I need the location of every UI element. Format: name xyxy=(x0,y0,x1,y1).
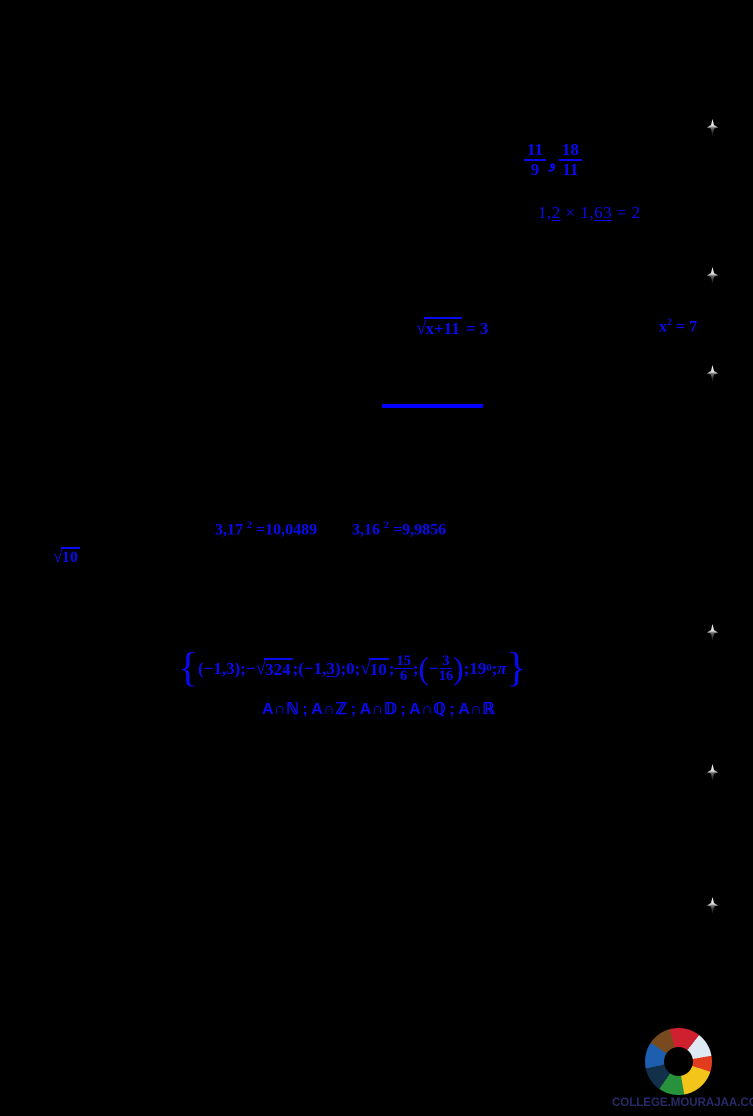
radical-sign: √ xyxy=(416,318,427,339)
denominator: 11 xyxy=(562,159,579,179)
exponent: 2 xyxy=(247,520,252,531)
text-fragment: × 1, xyxy=(560,203,595,222)
fraction-11-9: 11 9 xyxy=(524,141,547,179)
set-intersections-line: A∩ℕ; A∩ℤ; A∩𝔻; A∩ℚ; A∩ℝ xyxy=(262,699,495,719)
right-brace: } xyxy=(506,645,527,691)
text-fragment: 1, xyxy=(538,203,552,222)
sparkle-anchor-icon xyxy=(706,365,719,382)
denominator: 16 xyxy=(438,668,454,685)
radicand: 10 xyxy=(60,547,80,566)
variable: x xyxy=(659,318,667,336)
result-value: =10,0489 xyxy=(251,521,318,539)
exponent: 0 xyxy=(486,663,492,675)
exponent: 2 xyxy=(667,317,672,328)
exponent: 2 xyxy=(384,520,389,531)
sparkle-anchor-icon xyxy=(706,624,719,641)
set-fragment: ; xyxy=(388,658,395,678)
radicand: 324 xyxy=(264,657,293,679)
numerator: 3 xyxy=(440,652,452,670)
result-value: =9,9856 xyxy=(388,521,447,539)
sqrt-ten: √10 xyxy=(53,546,80,567)
sparkle-anchor-icon xyxy=(706,897,719,914)
set-fragment: ;19 xyxy=(463,658,487,678)
fraction-pair-equation: 11 9 و 18 11 xyxy=(524,141,582,179)
numerator: 15 xyxy=(394,652,413,670)
equation-rhs: = 7 xyxy=(671,318,698,336)
radical-sign: √ xyxy=(255,657,267,679)
separator: ; xyxy=(302,701,309,718)
left-paren: ( xyxy=(418,650,430,686)
radicand: 10 xyxy=(368,657,389,679)
sparkle-anchor-icon xyxy=(706,119,719,136)
pi-symbol: π xyxy=(497,658,507,678)
text-fragment: = 2 xyxy=(612,203,641,222)
radical-sign: √ xyxy=(360,657,371,679)
intersection-term: A∩ℚ xyxy=(409,701,447,718)
fraction-15-6: 15 6 xyxy=(394,652,413,685)
fraction-3-16: 3 16 xyxy=(438,652,454,685)
separator: ; xyxy=(350,701,357,718)
denominator: 9 xyxy=(530,159,540,179)
logo-ring-hole xyxy=(664,1047,693,1076)
intersection-term: A∩ℤ xyxy=(311,701,348,718)
decimal-product-equation: 1,2 × 1,63 = 2 xyxy=(538,203,641,223)
section-divider-line xyxy=(382,404,483,408)
underlined-digit: 3 xyxy=(326,658,335,678)
separator: ; xyxy=(400,701,407,718)
underlined-digits: 63 xyxy=(594,203,613,222)
logo-subject-ring xyxy=(645,1028,712,1095)
set-fragment: (−1,3);− xyxy=(198,658,256,678)
square-approximation-1: 3,17 2 =10,0489 xyxy=(215,520,317,539)
minus-sign: − xyxy=(429,658,439,678)
intersection-term: A∩𝔻 xyxy=(359,701,398,718)
radical-equation: √x+11 = 3 xyxy=(416,317,489,340)
base-value: 3,17 xyxy=(215,521,243,539)
number-set: { (−1,3);− √ 324 ;(−1, 3);0; √ 10; 15 6 ;(− 3 … xyxy=(178,645,527,691)
square-equation: x2 = 7 xyxy=(659,317,697,336)
intersection-term: A∩ℕ xyxy=(262,701,300,718)
logo-caption: COLLEGE.MOURAJAA.COM xyxy=(612,1097,753,1109)
intersection-term: A∩ℝ xyxy=(458,701,496,718)
underlined-digit: 2 xyxy=(551,203,561,222)
arabic-and-separator: و xyxy=(549,157,556,173)
base-value: 3,16 xyxy=(352,521,380,539)
numerator: 11 xyxy=(524,141,547,161)
radicand: x+11 xyxy=(424,317,462,338)
numerator: 18 xyxy=(558,141,582,161)
equation-rhs: = 3 xyxy=(461,319,489,338)
left-brace: { xyxy=(178,645,198,691)
denominator: 6 xyxy=(400,668,408,685)
set-fragment: ; xyxy=(491,658,498,678)
sparkle-anchor-icon xyxy=(706,267,719,284)
right-paren: ) xyxy=(453,650,464,686)
set-fragment: ;(−1, xyxy=(292,658,327,678)
set-fragment: );0; xyxy=(334,658,361,678)
separator: ; xyxy=(449,701,456,718)
set-fragment: ; xyxy=(412,658,419,678)
square-approximation-2: 3,16 2 =9,9856 xyxy=(352,520,446,539)
fraction-18-11: 18 11 xyxy=(558,141,582,179)
radical-sign: √ xyxy=(53,546,63,566)
sparkle-anchor-icon xyxy=(706,764,719,781)
